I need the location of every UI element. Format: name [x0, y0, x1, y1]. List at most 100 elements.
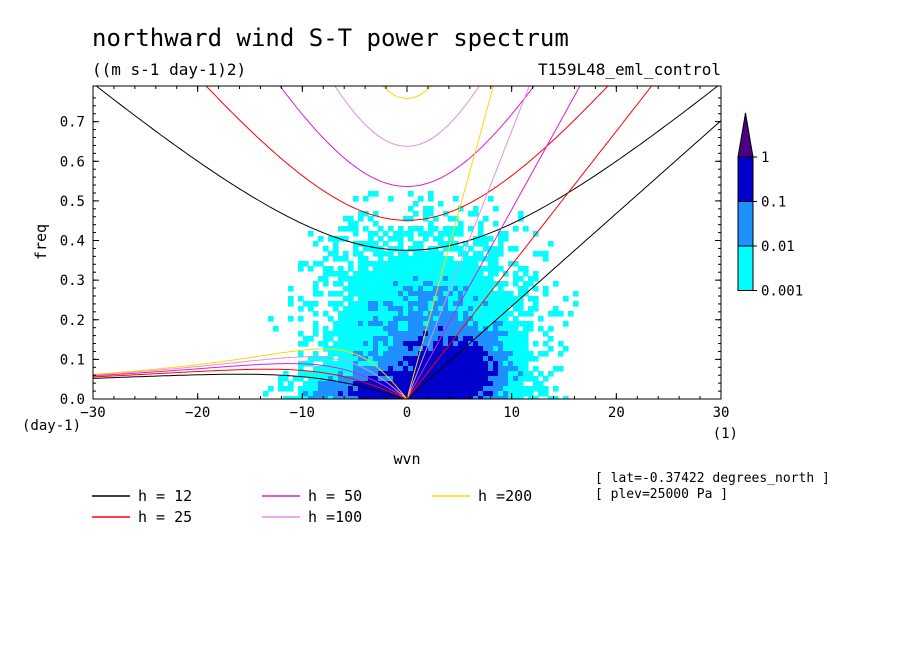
heat-cell — [373, 221, 379, 227]
heat-cell — [378, 291, 384, 297]
heat-cell — [393, 256, 399, 262]
heat-cell — [468, 316, 474, 322]
heat-cell — [483, 376, 489, 382]
heat-cell — [533, 251, 539, 257]
heat-cell — [413, 271, 419, 277]
heat-cell — [463, 266, 469, 272]
heat-cell — [498, 341, 504, 347]
heat-cell — [508, 386, 514, 392]
heat-cell — [428, 256, 434, 262]
heat-cell — [503, 316, 509, 322]
heat-cell — [478, 321, 484, 327]
heat-cell — [473, 366, 479, 372]
heat-cell — [508, 381, 514, 387]
y-tick-label: 0.5 — [60, 194, 85, 210]
heat-cell — [413, 301, 419, 307]
heat-cell — [463, 371, 469, 377]
heat-cell — [463, 251, 469, 257]
heat-cell — [408, 396, 414, 399]
heat-cell — [428, 291, 434, 297]
heat-cell — [448, 256, 454, 262]
heat-cell — [563, 346, 569, 352]
heat-cell — [498, 231, 504, 237]
heat-cell — [503, 396, 509, 399]
heat-cell — [458, 301, 464, 307]
heat-cell — [353, 306, 359, 312]
heat-cell — [333, 391, 339, 397]
heat-cell — [518, 356, 524, 362]
heat-cell — [473, 236, 479, 242]
heat-cell — [428, 331, 434, 337]
heat-cell — [393, 341, 399, 347]
heat-cell — [493, 246, 499, 252]
heat-cell — [378, 366, 384, 372]
heat-cell — [538, 251, 544, 257]
heat-cell — [443, 281, 449, 287]
heat-cell — [518, 296, 524, 302]
heat-cell — [323, 396, 329, 399]
heat-cell — [283, 386, 289, 392]
heat-cell — [483, 316, 489, 322]
heat-cell — [398, 271, 404, 277]
heat-cell — [403, 386, 409, 392]
heat-cell — [328, 381, 334, 387]
heat-cell — [373, 366, 379, 372]
y-tick-label: 0.4 — [60, 234, 85, 250]
heat-cell — [458, 231, 464, 237]
heat-cell — [438, 391, 444, 397]
heat-cell — [298, 306, 304, 312]
heat-cell — [408, 346, 414, 352]
heat-cell — [383, 386, 389, 392]
heat-cell — [473, 351, 479, 357]
heat-cell — [308, 381, 314, 387]
heat-cell — [558, 311, 564, 317]
heat-cell — [438, 306, 444, 312]
heat-cell — [333, 241, 339, 247]
heat-cell — [363, 311, 369, 317]
heat-cell — [438, 341, 444, 347]
heat-cell — [378, 341, 384, 347]
heat-cell — [453, 306, 459, 312]
heat-cell — [423, 296, 429, 302]
heat-cell — [563, 296, 569, 302]
heat-cell — [508, 261, 514, 267]
heat-cell — [418, 351, 424, 357]
heat-cell — [348, 261, 354, 267]
heat-cell — [493, 336, 499, 342]
heat-cell — [343, 356, 349, 362]
heat-cell — [403, 276, 409, 282]
heat-cell — [338, 301, 344, 307]
heat-cell — [508, 291, 514, 297]
heat-cell — [383, 306, 389, 312]
heat-cell — [423, 261, 429, 267]
curve-h25-2 — [93, 368, 408, 399]
heat-cell — [328, 236, 334, 242]
heat-cell — [478, 251, 484, 257]
heat-cell — [398, 346, 404, 352]
heat-cell — [493, 341, 499, 347]
legend-label-h200: h =200 — [478, 487, 532, 505]
x-tick-label: −30 — [80, 405, 105, 421]
heat-cell — [398, 281, 404, 287]
heat-cell — [548, 311, 554, 317]
heat-cell — [458, 286, 464, 292]
heat-cell — [348, 311, 354, 317]
heat-cell — [373, 336, 379, 342]
heat-cell — [358, 306, 364, 312]
heat-cell — [318, 356, 324, 362]
heat-cell — [538, 381, 544, 387]
heat-cell — [313, 391, 319, 397]
heat-cell — [478, 306, 484, 312]
heat-cell — [523, 266, 529, 272]
heat-cell — [428, 191, 434, 197]
heat-cell — [388, 361, 394, 367]
heat-cell — [453, 261, 459, 267]
legend-label-h50: h = 50 — [308, 487, 362, 505]
heat-cell — [478, 316, 484, 322]
heat-cell — [443, 306, 449, 312]
x-axis-unit: (1) — [713, 426, 738, 442]
heat-cell — [508, 341, 514, 347]
heat-cell — [423, 361, 429, 367]
heat-cell — [373, 301, 379, 307]
heat-cell — [533, 276, 539, 282]
